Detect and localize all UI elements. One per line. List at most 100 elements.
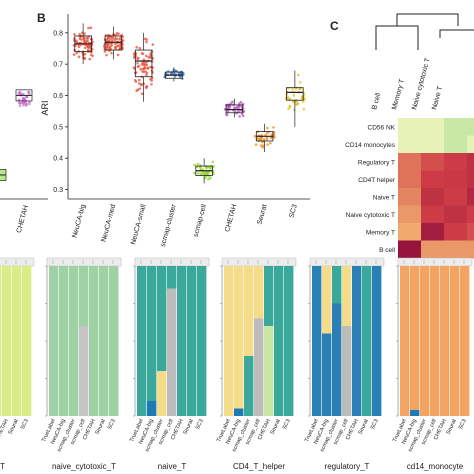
panel-b-point bbox=[292, 94, 296, 97]
panel-b-category-label: scmap-cell bbox=[193, 203, 209, 238]
panel-b-point bbox=[302, 108, 306, 111]
panel-d-facet: TrueLabelNeuCA-bigscmap_clusterscmap_cel… bbox=[216, 257, 297, 471]
panel-d-bar-segment bbox=[322, 266, 332, 334]
panel-d-bar-segment bbox=[342, 266, 352, 326]
panel-b-point bbox=[147, 66, 150, 69]
panel-b-point bbox=[89, 26, 93, 30]
panel-d-bar-segment bbox=[372, 266, 382, 416]
panel-a-point bbox=[28, 102, 31, 106]
panel-d-bar-segment bbox=[234, 408, 244, 416]
panel-a-point bbox=[22, 103, 25, 107]
panel-d-bar-segment bbox=[332, 303, 342, 416]
panel-d-bar-segment bbox=[167, 266, 177, 289]
panel-b-point bbox=[75, 39, 78, 43]
panel-b-point bbox=[83, 52, 87, 56]
panel-c-cell bbox=[444, 118, 468, 136]
panel-b-point bbox=[118, 44, 122, 48]
panel-b-point bbox=[109, 37, 113, 40]
panel-b-point bbox=[137, 78, 141, 82]
panel-d-bar-segment bbox=[430, 266, 440, 416]
panel-d-facet: TrueLabelNeuCA-bigscmap_clusterscmap_cel… bbox=[392, 257, 473, 471]
panel-d-facet-title: naive_T bbox=[158, 462, 187, 471]
panel-c-col-label: Naive T bbox=[431, 85, 444, 111]
panel-b-point bbox=[149, 65, 152, 69]
panel-d-bar-segment bbox=[352, 266, 362, 416]
panel-d-bar-segment bbox=[460, 266, 470, 416]
panel-d-bar-segment bbox=[157, 266, 167, 371]
panel-b-point bbox=[142, 58, 146, 61]
panel-b-point bbox=[262, 144, 265, 147]
panel-b-point bbox=[142, 61, 146, 64]
panel-d-bar-segment bbox=[177, 266, 187, 416]
panel-d-method-label: Seurat bbox=[95, 418, 107, 436]
panel-a-point bbox=[17, 99, 20, 102]
panel-b-point bbox=[265, 131, 269, 135]
panel-d-bar-segment bbox=[99, 266, 109, 416]
panel-b-point bbox=[72, 53, 76, 56]
panel-b-point bbox=[272, 126, 275, 129]
panel-b-box bbox=[225, 104, 244, 114]
panel-b-point bbox=[140, 92, 144, 96]
panel-c-cell bbox=[467, 188, 474, 206]
panel-a-point bbox=[21, 92, 25, 96]
panel-b-ytick-label: 0.6 bbox=[53, 93, 63, 100]
panel-b-point bbox=[87, 26, 90, 30]
panel-d-bar-segment bbox=[254, 318, 264, 416]
panel-b-point bbox=[107, 36, 110, 40]
panel-b-point bbox=[132, 52, 136, 56]
panel-c-row-label: CD56 NK bbox=[368, 124, 396, 131]
panel-b-point bbox=[86, 37, 89, 40]
panel-b-point bbox=[298, 81, 302, 84]
panel-b-point bbox=[119, 36, 122, 39]
panel-b-point bbox=[292, 100, 295, 103]
panel-b-point bbox=[241, 110, 245, 113]
panel-d-facet-title: regulatory_T bbox=[325, 462, 370, 471]
panel-b-category-label: scmap-cluster bbox=[160, 203, 178, 248]
panel-c-cell bbox=[467, 240, 474, 259]
panel-b-point bbox=[108, 46, 111, 50]
panel-b-point bbox=[231, 100, 234, 104]
panel-d-method-label: Seurat bbox=[183, 418, 195, 436]
panel-a-point bbox=[27, 92, 31, 96]
panel-c-cell bbox=[398, 170, 422, 189]
panel-d-method-label: Seurat bbox=[446, 418, 458, 436]
panel-d-bar-segment bbox=[79, 266, 89, 326]
panel-d-method-label: SC3 bbox=[370, 418, 380, 430]
panel-b-point bbox=[114, 47, 117, 51]
panel-b-point bbox=[105, 45, 109, 49]
panel-d-bar-segment bbox=[49, 266, 59, 416]
panel-b-ytick-label: 0.4 bbox=[53, 156, 63, 163]
panel-b-point bbox=[150, 82, 153, 86]
panel-d-facet: TrueLabelNeuCA-bigscmap_clusterscmap_cel… bbox=[129, 257, 210, 471]
panel-b-point bbox=[149, 52, 153, 55]
panel-b-point bbox=[174, 69, 177, 72]
panel-b-box bbox=[134, 49, 153, 78]
panel-c-cell bbox=[398, 240, 422, 259]
panel-b-point bbox=[107, 39, 111, 42]
panel-c-cell bbox=[421, 240, 445, 259]
panel-b-point bbox=[269, 141, 272, 145]
panel-d-bar-segment bbox=[224, 266, 234, 416]
panel-d-bar-segment bbox=[420, 266, 430, 416]
panel-c-cell bbox=[444, 205, 468, 224]
panel-b-point bbox=[110, 44, 113, 47]
panel-b-point bbox=[145, 38, 149, 41]
panel-d-bar-segment bbox=[264, 266, 274, 326]
panel-d-bar-segment bbox=[450, 266, 460, 416]
panel-b-point bbox=[140, 63, 144, 66]
panel-c-row-label: B cell bbox=[379, 247, 395, 254]
panel-b-category-label: Seurat bbox=[256, 204, 268, 226]
panel-c-cell bbox=[398, 223, 422, 241]
panel-c-col-label: B cell bbox=[371, 92, 382, 111]
panel-b-point bbox=[270, 133, 274, 136]
panel-b-point bbox=[212, 165, 215, 168]
panel-c-cell bbox=[398, 153, 422, 171]
panel-d-bar-segment bbox=[2, 266, 12, 416]
panel-c-row-label: Naive T bbox=[373, 194, 395, 201]
panel-d-bar-segment bbox=[187, 266, 197, 416]
panel-c-cell bbox=[467, 170, 474, 189]
panel-b-point bbox=[82, 56, 85, 60]
panel-d-facet-title: cd14_monocyte bbox=[407, 462, 464, 471]
panel-d-method-label: SC3 bbox=[20, 418, 30, 430]
panel-d-method-label: SC3 bbox=[458, 418, 468, 430]
